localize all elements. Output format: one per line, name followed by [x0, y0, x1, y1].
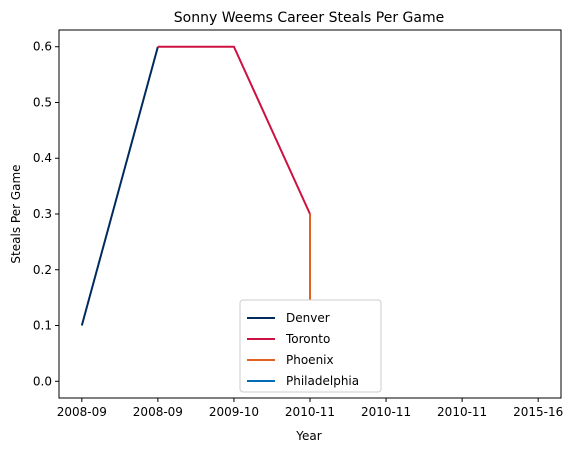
y-axis-label: Steals Per Game — [9, 164, 23, 263]
x-axis-label: Year — [295, 429, 321, 443]
x-tick-label: 2008-09 — [57, 405, 107, 419]
y-tick-label: 0.4 — [33, 151, 52, 165]
x-tick-label: 2015-16 — [513, 405, 563, 419]
x-tick-label: 2008-09 — [133, 405, 183, 419]
series-line-denver — [80, 46, 159, 326]
y-tick-label: 0.6 — [33, 40, 52, 54]
chart-title: Sonny Weems Career Steals Per Game — [174, 10, 444, 26]
legend-label-philadelphia: Philadelphia — [286, 374, 359, 388]
x-tick-label: 2010-11 — [285, 405, 335, 419]
axes-layer: 2008-09 2008-09 2009-10 2010-11 2010-11 2010-… — [33, 40, 563, 419]
y-tick-label: 0.3 — [33, 207, 52, 221]
legend: Denver Toronto Phoenix Philadelphia — [239, 299, 382, 393]
x-tick-label: 2009-10 — [209, 405, 259, 419]
y-tick-label: 0.1 — [33, 319, 52, 333]
y-tick-label: 0.2 — [33, 263, 52, 277]
y-tick-label: 0.5 — [33, 95, 52, 109]
legend-label-toronto: Toronto — [285, 332, 330, 346]
legend-label-phoenix: Phoenix — [286, 353, 334, 367]
y-tick-label: 0.0 — [33, 374, 52, 388]
x-tick-label: 2010-11 — [361, 405, 411, 419]
legend-box — [239, 299, 382, 393]
x-tick-label: 2010-11 — [437, 405, 487, 419]
series-line-toronto — [157, 45, 311, 215]
legend-label-denver: Denver — [286, 311, 330, 325]
